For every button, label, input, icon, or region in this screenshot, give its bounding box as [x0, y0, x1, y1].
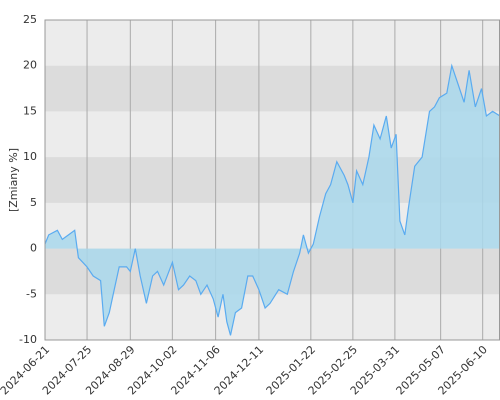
band — [45, 65, 500, 112]
y-tick-label: 15 — [23, 104, 37, 117]
y-tick-label: -10 — [19, 333, 37, 346]
y-axis-label: [Zmiany %] — [7, 148, 20, 212]
y-tick-label: 10 — [23, 150, 37, 163]
y-tick-label: 0 — [30, 242, 37, 255]
y-tick-label: 20 — [23, 59, 37, 72]
area — [45, 65, 500, 336]
y-tick-label: 25 — [23, 13, 37, 26]
y-tick-label: -5 — [26, 287, 37, 300]
line — [44, 63, 500, 336]
y-tick-label: 5 — [30, 196, 37, 209]
